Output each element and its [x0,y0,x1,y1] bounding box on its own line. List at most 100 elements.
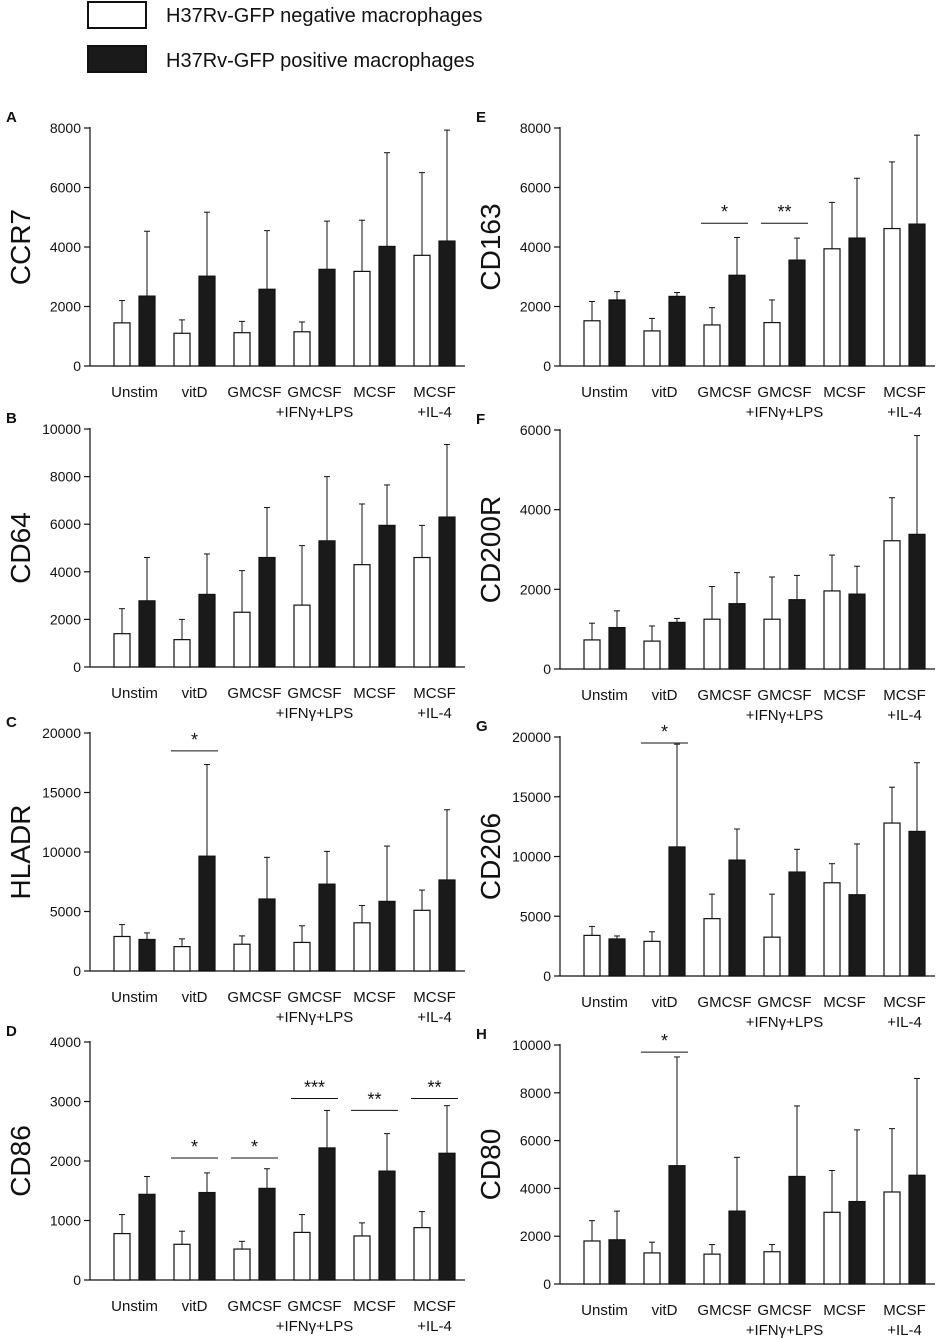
x-tick-label-a: GMCSF [287,384,341,401]
legend-swatch-negative [87,1,147,29]
x-tick-label-b: MCSF [353,685,396,702]
x-tick-label-h: MCSF [823,1302,866,1319]
bar-negative-f [823,590,841,670]
bar-negative-f [703,618,721,670]
bar-positive-g [788,871,806,977]
legend: H37Rv-GFP negative macrophages H37Rv-GFP… [87,1,482,73]
bar-negative-f [883,540,901,670]
y-tick-label-g: 10000 [512,849,551,865]
x-tick-label-g: Unstim [581,994,628,1011]
x-tick-label-f: MCSF [823,687,866,704]
bar-negative-a [113,322,131,367]
significance-label-d: ** [427,1078,441,1098]
x-tick-label-c: vitD [182,989,208,1006]
bar-negative-f [643,640,661,670]
y-tick-label-d: 2000 [50,1153,81,1169]
bar-positive-e [668,295,686,367]
bar-positive-f [608,626,626,670]
x-tick-label-c: MCSF [353,989,396,1006]
x-tick-label-d: GMCSF [227,1298,281,1315]
bar-positive-e [728,274,746,367]
x-tick-label-h: GMCSF [697,1302,751,1319]
bar-positive-c [138,938,156,972]
y-tick-label-g: 15000 [512,789,551,805]
panel-g: G CD206 0 5000 10000 15000 20000 Unstim vitD GMCS… [475,718,935,1031]
bar-negative-h [823,1211,841,1285]
y-tick-label-e: 0 [543,358,551,374]
y-tick-label-c: 10000 [42,844,81,860]
significance-label-h: * [661,1031,668,1051]
x-tick-label-c: GMCSF [287,989,341,1006]
x-tick-label-g: GMCSF [757,994,811,1011]
bar-positive-f [908,533,926,670]
panel-letter-b: B [6,410,17,427]
bar-negative-b [353,564,371,668]
bar-positive-d [258,1187,276,1281]
y-tick-label-a: 4000 [50,239,81,255]
x-tick-label-d: +IFNγ+LPS [276,1318,354,1335]
x-tick-label-h: +IL-4 [887,1322,922,1339]
bar-negative-e [823,248,841,367]
x-tick-label-g: MCSF [823,994,866,1011]
bar-positive-f [668,621,686,670]
x-tick-label-f: MCSF [883,687,926,704]
y-tick-label-g: 20000 [512,729,551,745]
bar-negative-g [643,940,661,977]
bar-positive-h [848,1200,866,1285]
bar-positive-b [378,524,396,668]
y-tick-label-h: 6000 [520,1133,551,1149]
bar-negative-c [413,909,431,972]
y-axis-title-c: HLADR [5,805,36,900]
y-axis-title-e: CD163 [475,203,506,290]
bar-negative-b [413,556,431,668]
bar-negative-e [763,321,781,367]
y-tick-label-d: 3000 [50,1094,81,1110]
x-tick-label-e: GMCSF [757,384,811,401]
bar-negative-c [113,935,131,972]
bar-positive-b [438,516,456,668]
legend-label-positive: H37Rv-GFP positive macrophages [166,50,475,72]
y-tick-label-d: 4000 [50,1034,81,1050]
panel-f: F CD200R 0 2000 4000 6000 Unstim vitD GMCSF GMCSF… [475,411,935,724]
bar-positive-b [258,556,276,668]
x-tick-label-b: +IL-4 [417,705,452,722]
bar-negative-d [233,1248,251,1281]
significance-label-c: * [191,730,198,750]
bar-negative-c [233,943,251,972]
x-tick-label-c: Unstim [111,989,158,1006]
y-axis-title-d: CD86 [5,1125,36,1197]
significance-label-g: * [661,722,668,742]
bar-positive-h [788,1175,806,1285]
bar-negative-b [233,611,251,668]
bar-positive-d [438,1152,456,1281]
significance-label-d: *** [304,1078,325,1098]
panel-letter-h: H [476,1026,487,1043]
bar-negative-a [173,332,191,367]
x-tick-label-a: vitD [182,384,208,401]
bar-negative-d [293,1231,311,1281]
significance-label-e: * [721,202,728,222]
bar-negative-e [643,330,661,367]
x-tick-label-a: +IFNγ+LPS [276,404,354,421]
bar-positive-f [728,603,746,670]
x-tick-label-a: MCSF [413,384,456,401]
bar-negative-e [583,320,601,367]
bar-negative-b [113,633,131,668]
bar-positive-g [728,859,746,977]
panel-h: H CD80 0 2000 4000 6000 8000 10000 Unstim vitD GMC… [475,1026,935,1339]
y-tick-label-a: 0 [73,358,81,374]
x-tick-label-e: MCSF [823,384,866,401]
bar-positive-a [438,240,456,367]
significance-label-d: * [191,1137,198,1157]
y-tick-label-c: 5000 [50,904,81,920]
y-tick-label-d: 1000 [50,1213,81,1229]
x-tick-label-f: vitD [652,687,678,704]
y-tick-label-b: 4000 [50,564,81,580]
x-tick-label-f: Unstim [581,687,628,704]
x-tick-label-b: MCSF [413,685,456,702]
x-tick-label-d: MCSF [413,1298,456,1315]
bar-positive-g [608,938,626,977]
bar-negative-g [703,918,721,977]
y-tick-label-c: 15000 [42,785,81,801]
y-tick-label-f: 2000 [520,581,551,597]
